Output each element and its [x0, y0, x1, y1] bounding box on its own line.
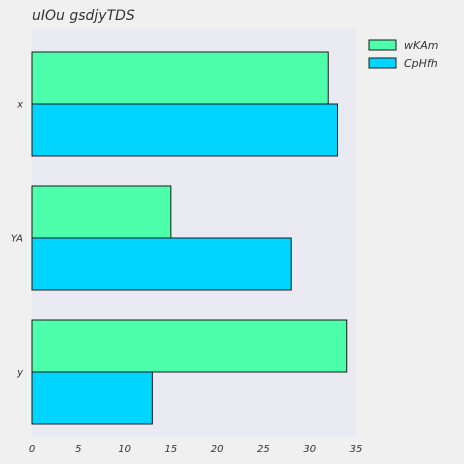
x-tick-labels: 0 5 10 15 20 25 30 35: [29, 444, 363, 455]
legend-swatch-CpHfh: [368, 57, 397, 69]
x-tick-label: 25: [257, 444, 270, 455]
y-tick-label: x: [16, 100, 23, 111]
bar-CpHfh-x: [31, 103, 338, 157]
x-tick-label: 30: [303, 444, 316, 455]
x-tick-label: 0: [29, 444, 35, 455]
x-tick-label: 10: [118, 444, 131, 455]
x-tick-label: 15: [164, 444, 177, 455]
y-tick-labels: x YA y: [11, 100, 24, 379]
legend: wKAm CpHfh: [368, 39, 438, 70]
legend-label-wKAm: wKAm: [404, 39, 438, 52]
legend-label-CpHfh: CpHfh: [404, 57, 438, 70]
bar-wKAm-x: [31, 51, 329, 105]
legend-swatch-wKAm: [368, 39, 397, 51]
x-tick-label: 5: [75, 444, 81, 455]
x-tick-label: 35: [350, 444, 363, 455]
bar-CpHfh-y: [31, 371, 153, 425]
bars-layer: [31, 51, 348, 425]
bar-wKAm-YA: [31, 185, 172, 239]
x-tick-label: 20: [211, 444, 224, 455]
bar-wKAm-y: [31, 319, 348, 373]
bar-CpHfh-YA: [31, 237, 292, 291]
y-tick-label: y: [16, 368, 24, 379]
chart-title: uIOu gsdjyTDS: [32, 8, 135, 24]
y-tick-label: YA: [11, 234, 23, 245]
